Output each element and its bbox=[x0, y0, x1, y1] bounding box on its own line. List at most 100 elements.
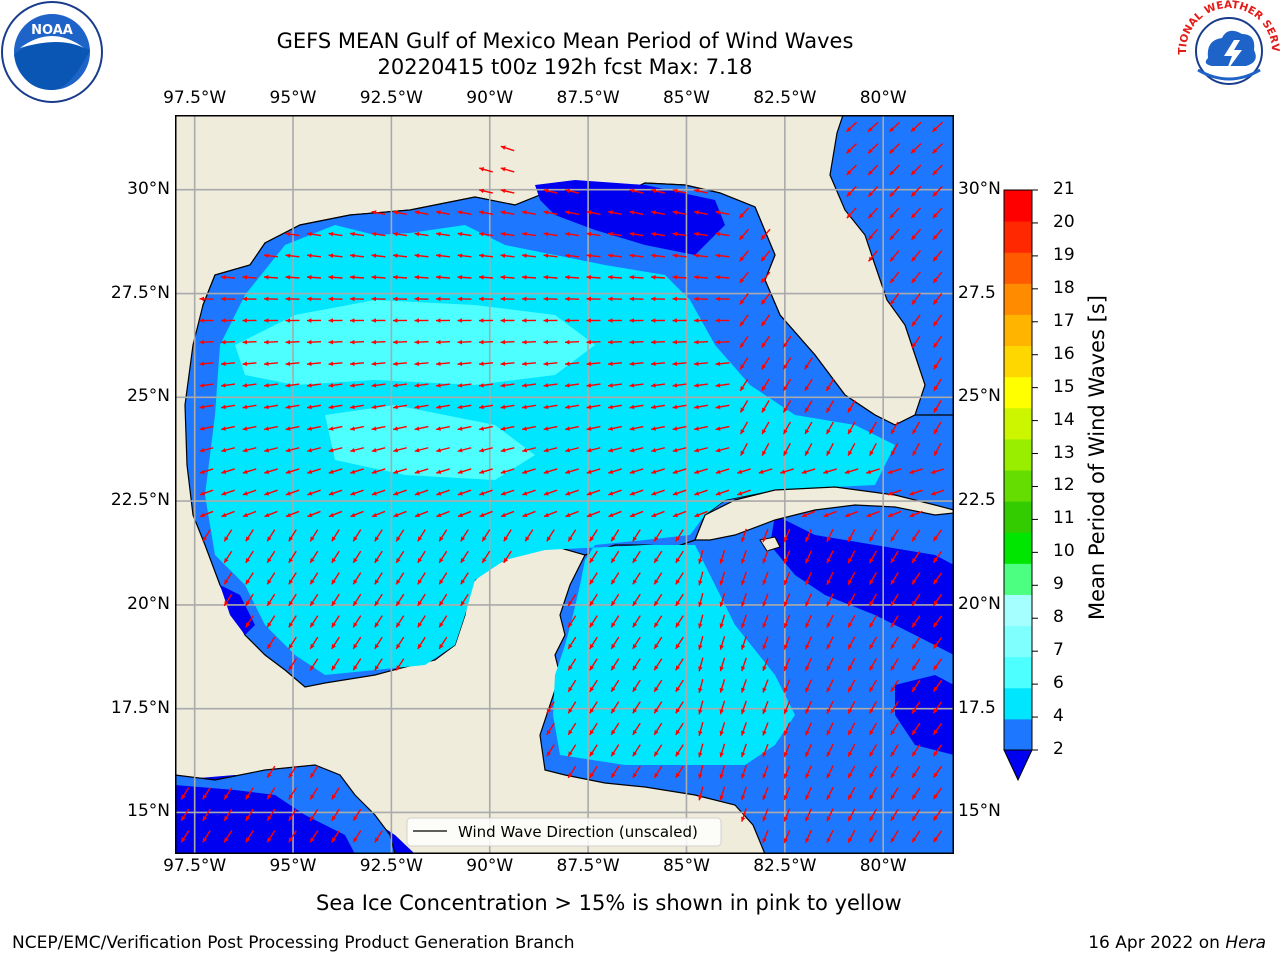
lon-tick-top: 97.5°W bbox=[163, 88, 227, 108]
wave-direction-arrow bbox=[675, 529, 684, 542]
wave-direction-arrow bbox=[435, 383, 451, 388]
wave-direction-arrow bbox=[866, 468, 880, 474]
colorbar-tick-label: 4 bbox=[1053, 706, 1064, 727]
wave-direction-arrow bbox=[479, 447, 493, 453]
wave-direction-arrow bbox=[823, 510, 837, 518]
wave-direction-arrow bbox=[932, 615, 943, 628]
wave-direction-arrow bbox=[783, 550, 791, 564]
wave-direction-arrow bbox=[651, 447, 665, 453]
wave-direction-arrow bbox=[349, 231, 365, 237]
wave-direction-arrow bbox=[650, 253, 666, 258]
wave-direction-arrow bbox=[371, 253, 386, 258]
wave-direction-arrow bbox=[457, 404, 472, 410]
wave-direction-arrow bbox=[371, 489, 386, 496]
wave-direction-arrow bbox=[846, 207, 857, 219]
wave-direction-arrow bbox=[285, 318, 300, 323]
wave-direction-arrow bbox=[698, 722, 704, 736]
wave-direction-arrow bbox=[847, 786, 856, 801]
wave-direction-arrow bbox=[629, 188, 644, 194]
wave-direction-arrow bbox=[629, 318, 644, 323]
wave-direction-arrow bbox=[223, 593, 233, 607]
wave-direction-arrow bbox=[309, 572, 319, 585]
colorbar-segment bbox=[1004, 252, 1032, 284]
wave-direction-arrow bbox=[825, 378, 835, 392]
wave-direction-arrow bbox=[911, 679, 921, 693]
wave-direction-arrow bbox=[672, 253, 687, 258]
wave-direction-arrow bbox=[478, 339, 494, 345]
wave-direction-arrow bbox=[565, 188, 579, 194]
wave-direction-arrow bbox=[889, 271, 900, 284]
wave-direction-arrow bbox=[266, 615, 276, 628]
wave-direction-arrow bbox=[610, 572, 620, 585]
wave-direction-arrow bbox=[521, 318, 537, 323]
wave-direction-arrow bbox=[783, 593, 791, 607]
wave-direction-arrow bbox=[331, 550, 340, 564]
wave-direction-arrow bbox=[285, 361, 300, 366]
wave-direction-arrow bbox=[890, 572, 899, 585]
wave-direction-arrow bbox=[564, 296, 580, 302]
wave-direction-arrow bbox=[306, 383, 322, 388]
wave-direction-arrow bbox=[586, 468, 601, 474]
wave-direction-arrow bbox=[804, 357, 813, 370]
wave-direction-arrow bbox=[650, 383, 666, 388]
wave-direction-arrow bbox=[890, 830, 899, 843]
wave-direction-arrow bbox=[783, 657, 791, 672]
wave-direction-arrow bbox=[352, 615, 362, 628]
wave-direction-arrow bbox=[220, 383, 236, 388]
wave-direction-arrow bbox=[565, 510, 579, 518]
wave-direction-arrow bbox=[457, 361, 472, 366]
wave-direction-arrow bbox=[546, 722, 555, 736]
wave-direction-arrow bbox=[349, 253, 365, 258]
wave-direction-arrow bbox=[847, 400, 856, 413]
wave-direction-arrow bbox=[288, 550, 297, 564]
wave-direction-arrow bbox=[715, 231, 730, 237]
wave-direction-arrow bbox=[374, 615, 383, 628]
wave-direction-arrow bbox=[457, 231, 472, 237]
wave-direction-arrow bbox=[889, 185, 900, 198]
wave-direction-arrow bbox=[350, 425, 364, 431]
wave-direction-arrow bbox=[567, 722, 577, 736]
wave-direction-arrow bbox=[288, 808, 297, 822]
lon-tick-bottom: 82.5°W bbox=[753, 856, 817, 876]
wave-direction-arrow bbox=[438, 572, 448, 585]
wave-direction-arrow bbox=[740, 443, 748, 456]
wave-direction-arrow bbox=[715, 468, 730, 474]
wave-direction-arrow bbox=[826, 679, 834, 693]
wave-direction-arrow bbox=[738, 207, 750, 219]
wave-direction-arrow bbox=[263, 318, 279, 323]
wave-direction-arrow bbox=[564, 361, 580, 366]
wave-direction-arrow bbox=[762, 614, 769, 629]
wave-direction-arrow bbox=[930, 468, 945, 474]
wave-direction-arrow bbox=[739, 250, 749, 262]
wave-direction-arrow bbox=[414, 361, 429, 366]
wave-direction-arrow bbox=[435, 318, 451, 323]
wave-direction-arrow bbox=[719, 722, 726, 736]
wave-direction-arrow bbox=[242, 383, 257, 388]
wave-direction-arrow bbox=[371, 404, 386, 410]
wave-direction-arrow bbox=[693, 383, 709, 388]
wave-direction-arrow bbox=[868, 765, 878, 779]
wave-direction-arrow bbox=[306, 404, 322, 410]
chart-title-line2: 20220415 t00z 192h fcst Max: 7.18 bbox=[377, 55, 753, 79]
wave-direction-arrow bbox=[521, 210, 537, 216]
colorbar-segment bbox=[1004, 718, 1032, 751]
wave-direction-arrow bbox=[932, 787, 943, 800]
colorbar-tick-label: 19 bbox=[1053, 244, 1075, 265]
wave-direction-arrow bbox=[374, 572, 383, 585]
wave-direction-arrow bbox=[478, 231, 494, 237]
wave-direction-arrow bbox=[632, 593, 641, 607]
wave-direction-arrow bbox=[263, 253, 279, 258]
wave-direction-arrow bbox=[719, 636, 726, 650]
cuba-land bbox=[694, 486, 954, 541]
wave-direction-arrow bbox=[371, 447, 386, 453]
wave-direction-arrow bbox=[567, 679, 577, 693]
wave-direction-arrow bbox=[414, 275, 429, 280]
wave-direction-arrow bbox=[868, 593, 878, 607]
wave-direction-arrow bbox=[933, 400, 942, 413]
wave-direction-arrow bbox=[371, 296, 386, 302]
wave-direction-arrow bbox=[760, 292, 771, 306]
colorbar-tick-label: 17 bbox=[1053, 310, 1075, 331]
wave-direction-arrow bbox=[352, 830, 362, 843]
wave-direction-arrow bbox=[220, 318, 236, 323]
wave-direction-arrow bbox=[245, 593, 254, 607]
